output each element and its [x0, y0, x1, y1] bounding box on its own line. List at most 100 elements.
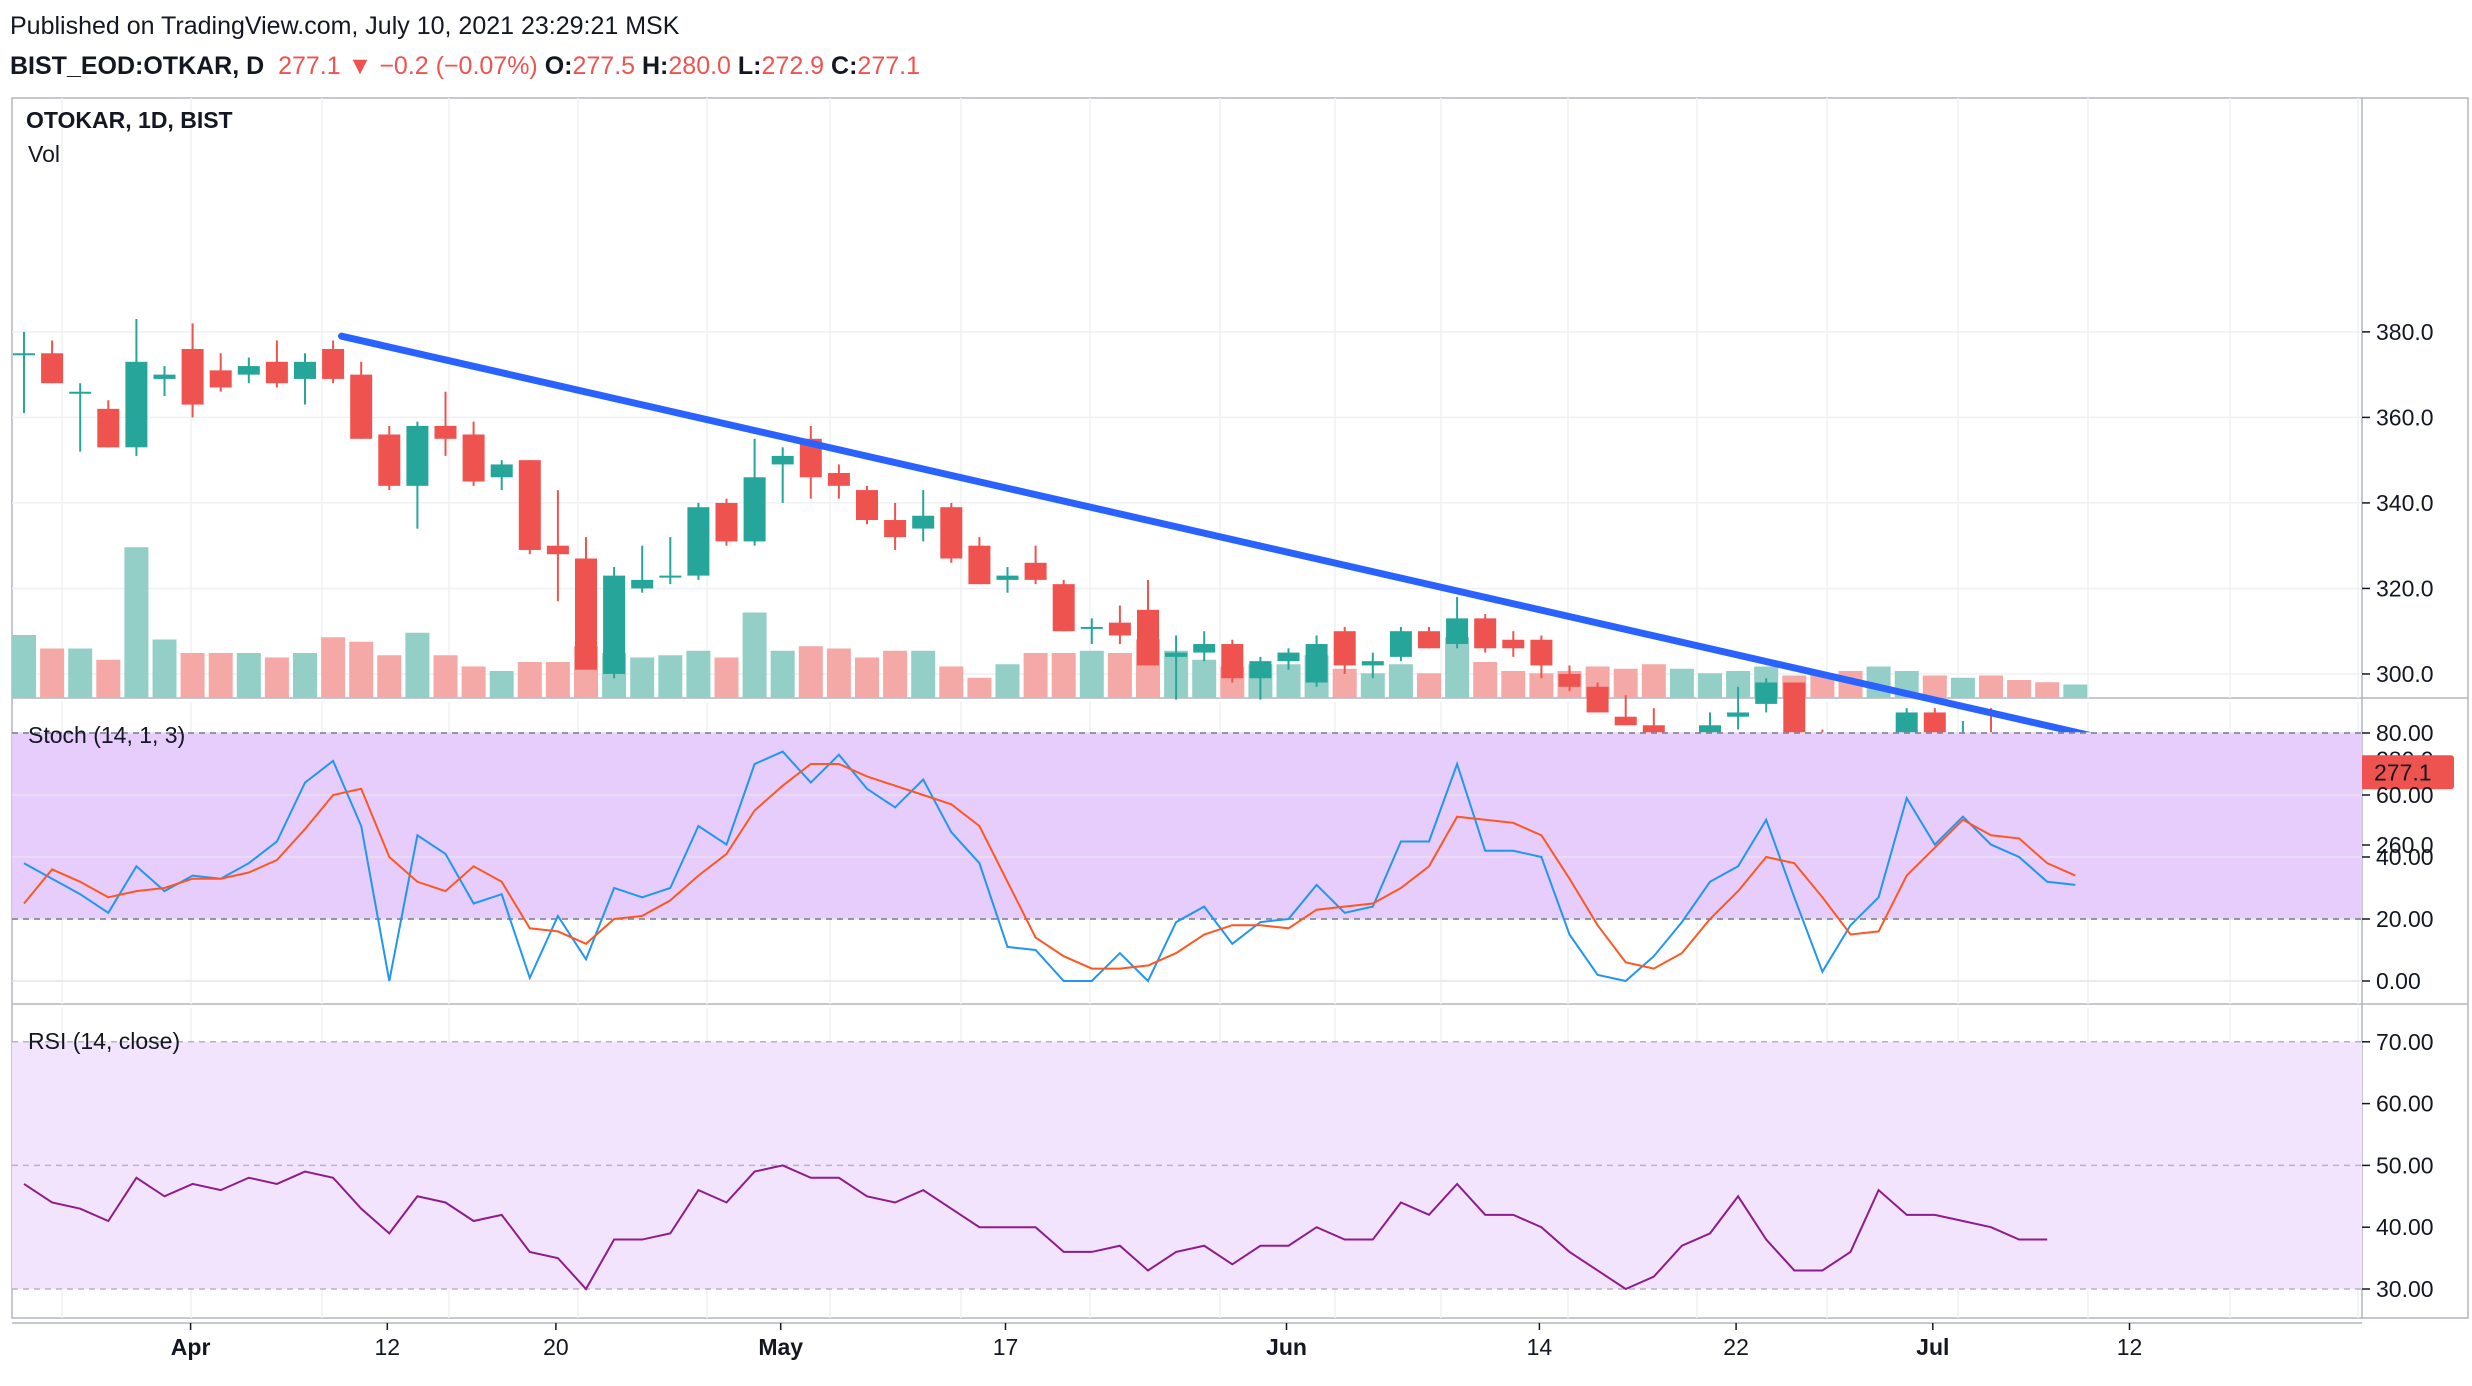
volume-bar: [152, 639, 177, 698]
candle-body: [518, 460, 541, 550]
rsi-line: [23, 1164, 2048, 1291]
candle-body: [322, 348, 345, 379]
candle-body: [41, 353, 64, 384]
candle-body: [1586, 686, 1609, 713]
volume-bar: [1192, 659, 1217, 698]
candle-body: [1108, 622, 1131, 636]
candle-body: [265, 361, 288, 384]
stoch-axis-label: 20.00: [2376, 906, 2434, 932]
volume-bar: [1276, 664, 1301, 698]
stoch-axis-label: 0.00: [2376, 968, 2421, 994]
candle-body: [1137, 609, 1159, 666]
candle-body: [378, 434, 401, 486]
volume-bar: [461, 666, 486, 698]
published-line: Published on TradingView.com, July 10, 2…: [10, 12, 680, 40]
candle-body: [1277, 652, 1300, 662]
candle-body: [1333, 631, 1356, 666]
candle-body: [659, 575, 682, 578]
candle-body: [1923, 712, 1946, 739]
rsi-axis-label: 50.00: [2376, 1152, 2434, 1178]
candle-body: [209, 370, 232, 388]
candle-body: [294, 361, 316, 379]
price-axis-label: 320.0: [2376, 575, 2434, 601]
candle-body: [1361, 661, 1384, 666]
symbol-name[interactable]: BIST_EOD:OTKAR, D: [10, 52, 265, 80]
volume-bar: [1023, 653, 1048, 698]
volume-bar: [433, 655, 458, 698]
volume-bar: [293, 653, 317, 698]
rsi-pane-title: RSI (14, close): [28, 1028, 180, 1054]
candle-body: [1080, 626, 1103, 629]
candle-body: [687, 507, 710, 576]
candle-body: [490, 464, 513, 478]
volume-bar: [714, 657, 739, 698]
time-axis-label: May: [758, 1334, 803, 1360]
volume-bar: [826, 648, 851, 698]
rsi-axis-label: 60.00: [2376, 1091, 2434, 1117]
volume-bar: [236, 653, 261, 698]
volume-bar: [180, 653, 205, 698]
stoch-d-line: [23, 763, 2076, 970]
last-price: 277.1: [278, 52, 341, 80]
volume-bar: [68, 648, 93, 698]
volume-bar: [124, 547, 149, 698]
stoch-k-line: [23, 750, 2076, 983]
volume-bar: [2007, 680, 2032, 698]
candle-body: [799, 438, 822, 478]
volume-bar: [939, 666, 964, 698]
main-pane-title: OTOKAR, 1D, BIST: [26, 107, 233, 133]
price-axis-label: 300.0: [2376, 661, 2434, 687]
candle-body: [69, 391, 92, 394]
time-axis-label: 12: [2117, 1334, 2143, 1360]
volume-bar: [1641, 664, 1666, 698]
chart-frame: [11, 97, 2469, 1319]
volume-bar: [1979, 675, 2003, 698]
volume-bar: [1051, 653, 1076, 698]
trendline: [338, 332, 2293, 785]
candle-body: [827, 472, 850, 486]
candle-body: [771, 455, 794, 465]
candle-body: [13, 353, 35, 356]
volume-bar: [1613, 668, 1638, 698]
time-axis-label: Jul: [1916, 1334, 1949, 1360]
candle-body: [631, 579, 654, 589]
volume-bar: [742, 612, 767, 698]
candle-body: [912, 515, 935, 529]
candle-body: [125, 361, 148, 448]
candle-body: [968, 545, 991, 585]
candle-body: [97, 408, 120, 448]
volume-bar: [2063, 684, 2088, 698]
time-axis-label: Jun: [1266, 1334, 1307, 1360]
candle-body: [1783, 682, 1806, 734]
volume-bar: [798, 646, 823, 698]
candle-body: [1727, 712, 1750, 717]
candle-body: [1389, 631, 1412, 657]
close-value: 277.1: [857, 52, 920, 80]
candle-body: [603, 575, 626, 674]
volume-bar: [12, 635, 36, 698]
time-axis-label: 22: [1723, 1334, 1749, 1360]
symbol-line: BIST_EOD:OTKAR, D 277.1 ▼ −0.2 (−0.07%) …: [10, 46, 2450, 86]
stoch-axis-label: 40.00: [2376, 844, 2434, 870]
candle-body: [1614, 716, 1637, 726]
candle-body: [1221, 644, 1244, 679]
stoch-axis-label: 80.00: [2376, 720, 2434, 746]
price-axis-label: 260.0: [2376, 832, 2434, 858]
candle-body: [996, 575, 1019, 580]
candle-body: [575, 558, 597, 670]
open-value: 277.5: [572, 52, 636, 80]
volume-bar: [349, 641, 374, 698]
last-price-tag: [2360, 755, 2454, 790]
candle-body: [350, 374, 373, 439]
candle-body: [856, 490, 878, 521]
time-axis-label: 17: [993, 1334, 1019, 1360]
candle-body: [434, 425, 457, 439]
candle-body: [1446, 618, 1469, 645]
chart-header: Published on TradingView.com, July 10, 2…: [10, 6, 2450, 86]
candle-body: [1165, 652, 1188, 657]
price-axis-label: 380.0: [2376, 319, 2434, 345]
volume-bar: [405, 632, 430, 698]
volume-bar: [545, 662, 570, 698]
volume-bar: [1922, 675, 1947, 698]
